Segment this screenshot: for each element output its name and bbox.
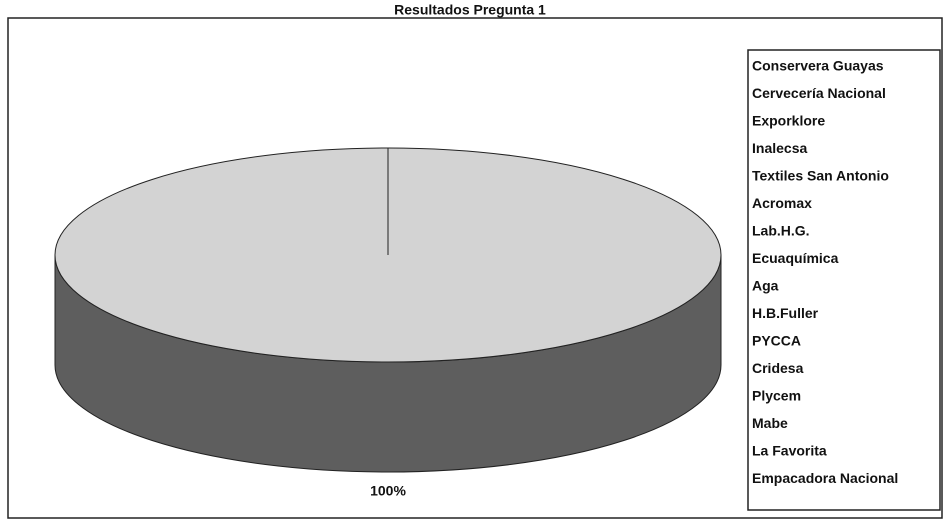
legend-label: Mabe [752, 415, 788, 431]
legend-label: Lab.H.G. [752, 223, 810, 239]
legend-label: Plycem [752, 388, 801, 404]
legend-label: Cridesa [752, 360, 804, 376]
legend-label: Ecuaquímica [752, 250, 839, 266]
legend-label: Aga [752, 278, 779, 294]
legend-label: Acromax [752, 195, 812, 211]
legend-label: PYCCA [752, 333, 801, 349]
legend-label: Empacadora Nacional [752, 470, 898, 486]
legend-label: H.B.Fuller [752, 305, 819, 321]
legend-label: Exporklore [752, 113, 825, 129]
legend-label: Conservera Guayas [752, 58, 884, 74]
legend-label: Textiles San Antonio [752, 168, 889, 184]
legend-box [747, 49, 941, 511]
legend-label: Cervecería Nacional [752, 85, 886, 101]
data-label: 100% [370, 483, 406, 499]
chart-title: Resultados Pregunta 1 [394, 2, 546, 18]
legend-label: Inalecsa [752, 140, 807, 156]
legend-label: La Favorita [752, 443, 827, 459]
